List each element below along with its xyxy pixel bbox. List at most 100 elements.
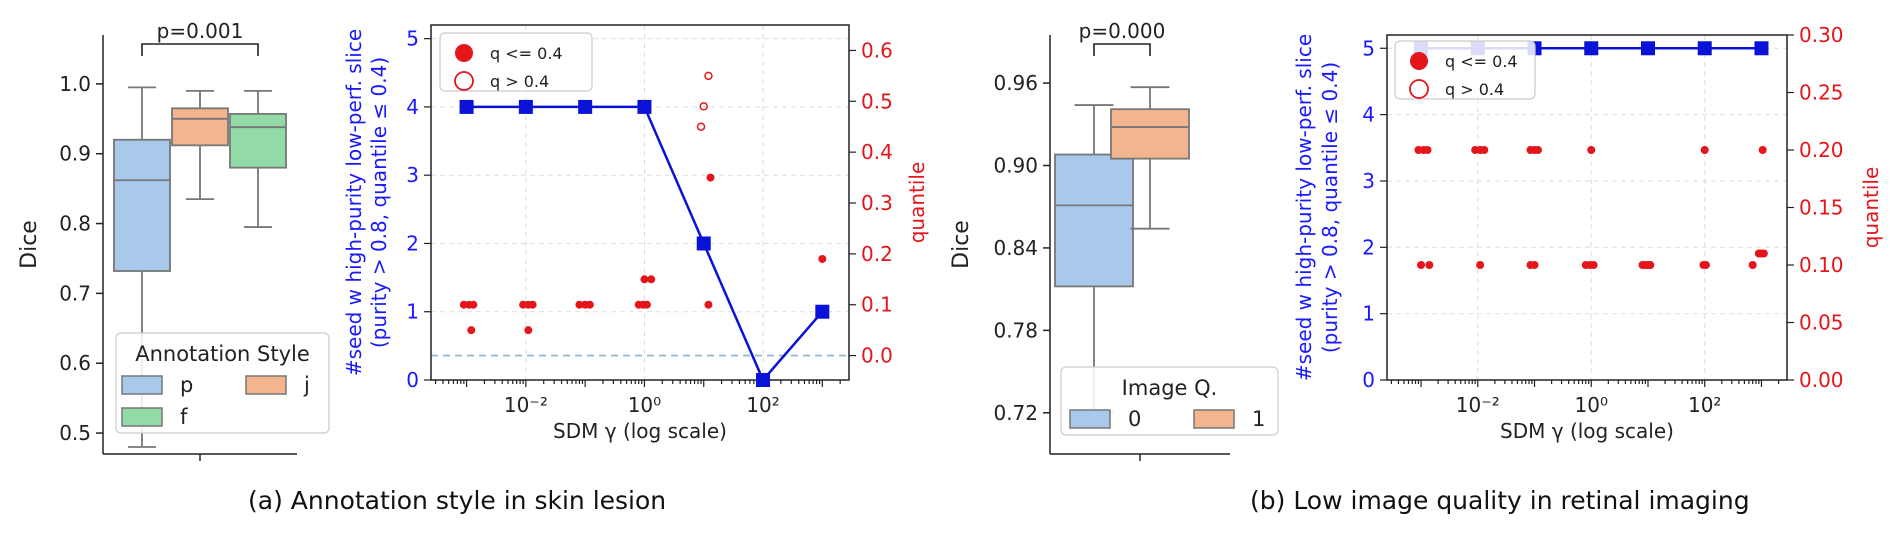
legend-marker-filled xyxy=(455,44,473,62)
quantile-point-filled xyxy=(585,300,594,309)
y2-tick-label: 0.5 xyxy=(861,89,893,113)
caption-b: (b) Low image quality in retinal imaging xyxy=(1250,486,1750,515)
seed-count-marker xyxy=(696,236,711,251)
legend-title: Image Q. xyxy=(1122,376,1218,400)
y-tick-label: 2 xyxy=(406,231,419,255)
y-axis-label-line1: #seed w high-purity low-perf. slice xyxy=(1292,34,1316,381)
p-value-annotation: p=0.000 xyxy=(1079,19,1166,43)
seed-count-marker xyxy=(1584,41,1599,56)
y-axis-label-line1: #seed w high-purity low-perf. slice xyxy=(342,29,366,376)
y-tick-label: 0.84 xyxy=(993,236,1038,260)
significance-bracket xyxy=(141,43,259,56)
quantile-point-filled xyxy=(1533,146,1542,154)
seed-count-marker xyxy=(459,99,474,114)
quantile-point-filled xyxy=(528,300,537,309)
y-tick-label: 1 xyxy=(1362,302,1375,326)
y2-tick-label: 0.1 xyxy=(861,293,893,317)
quantile-point-hollow xyxy=(696,122,706,131)
legend-label-hollow: q > 0.4 xyxy=(1445,80,1504,99)
y-tick-label: 0.72 xyxy=(993,401,1038,425)
x-tick-label: 10² xyxy=(746,393,779,417)
legend-label-filled: q <= 0.4 xyxy=(490,44,563,63)
y-tick-label: 0.5 xyxy=(59,421,91,445)
y-tick-label: 0 xyxy=(406,368,419,392)
x-tick-label: 10⁰ xyxy=(628,393,661,417)
y2-tick-label: 0.25 xyxy=(1799,81,1844,105)
x-axis-label: SDM γ (log scale) xyxy=(553,419,727,443)
legend-title: Annotation Style xyxy=(135,342,310,366)
seed-count-marker xyxy=(1754,41,1769,56)
y2-tick-label: 0.10 xyxy=(1799,253,1844,277)
quantile-point-filled xyxy=(524,326,533,335)
seed-count-marker xyxy=(1640,41,1655,56)
y-tick-label: 1.0 xyxy=(59,72,91,96)
quantile-point-filled xyxy=(1701,261,1710,269)
y-tick-label: 0.9 xyxy=(59,142,91,166)
p-value-annotation: p=0.001 xyxy=(157,19,244,43)
quantile-point-filled xyxy=(1480,146,1489,154)
y-tick-label: 2 xyxy=(1362,235,1375,259)
y2-axis-label: quantile xyxy=(905,162,929,244)
quantile-point-filled xyxy=(1587,146,1596,154)
y-tick-label: 5 xyxy=(1362,36,1375,60)
y2-tick-label: 0.15 xyxy=(1799,196,1844,220)
y2-tick-label: 0.3 xyxy=(861,191,893,215)
legend-swatch-p xyxy=(121,375,163,395)
y2-tick-label: 0.4 xyxy=(861,140,893,164)
quantile-point-filled xyxy=(706,173,715,182)
y-tick-label: 3 xyxy=(406,163,419,187)
box-j xyxy=(171,107,229,147)
y2-axis-label: quantile xyxy=(1859,167,1883,249)
y-axis-label-line2: (purity > 0.8, quantile ≤ 0.4) xyxy=(1318,62,1342,353)
seed-count-marker xyxy=(637,99,652,114)
x-tick-label: 10² xyxy=(1688,393,1721,417)
quantile-point-filled xyxy=(704,300,713,309)
y-tick-label: 0.96 xyxy=(993,71,1038,95)
legend-marker-hollow xyxy=(454,71,474,91)
seed-count-marker xyxy=(578,99,593,114)
y2-tick-label: 0.30 xyxy=(1799,23,1844,47)
legend-marker-filled xyxy=(1410,52,1428,70)
quantile-point-filled xyxy=(642,300,651,309)
y-tick-label: 4 xyxy=(406,95,419,119)
y-tick-label: 3 xyxy=(1362,169,1375,193)
box-1 xyxy=(1110,108,1190,160)
box-0 xyxy=(1054,153,1134,288)
y2-tick-label: 0.0 xyxy=(861,344,893,368)
y2-tick-label: 0.2 xyxy=(861,242,893,266)
y2-tick-label: 0.6 xyxy=(861,38,893,62)
legend-box xyxy=(439,32,593,92)
quantile-point-hollow xyxy=(704,71,713,81)
legend-box xyxy=(1394,40,1536,100)
quantile-point-filled xyxy=(1425,261,1434,269)
box-f xyxy=(229,113,287,169)
y-tick-label: 0.90 xyxy=(993,154,1038,178)
quantile-point-filled xyxy=(647,275,656,284)
y-tick-label: 0.78 xyxy=(993,318,1038,342)
legend-label-1: 1 xyxy=(1252,407,1265,431)
quantile-point-filled xyxy=(469,300,478,309)
legend-label-filled: q <= 0.4 xyxy=(1445,52,1518,71)
panel-b-boxplot: 0.72 0.78 0.84 0.90 0.96 Dice p=0.000 Image Q. 0… xyxy=(949,19,1279,461)
seed-count-marker xyxy=(1697,41,1712,56)
y-tick-label: 0 xyxy=(1362,368,1375,392)
quantile-point-filled xyxy=(1748,261,1757,269)
quantile-point-filled xyxy=(1476,261,1485,269)
quantile-point-filled xyxy=(640,275,649,284)
legend-box xyxy=(115,332,330,434)
y-axis-label: Dice xyxy=(949,220,974,269)
quantile-point-filled xyxy=(1589,261,1598,269)
seed-count-marker xyxy=(815,304,830,319)
quantile-point-filled xyxy=(575,300,584,309)
quantile-point-filled xyxy=(1530,261,1539,269)
quantile-point-filled xyxy=(1646,261,1655,269)
legend-label-0: 0 xyxy=(1128,407,1141,431)
y-tick-label: 0.6 xyxy=(59,351,91,375)
box-p xyxy=(113,138,171,272)
x-tick-label: 10⁻² xyxy=(1456,393,1500,417)
panel-a-seed-plot: 10⁻² 10⁰ 10² SDM γ (log scale) 0 1 2 3 4 5 #seed w… xyxy=(342,24,929,443)
quantile-point-filled xyxy=(1423,146,1432,154)
x-tick-label: 10⁰ xyxy=(1575,393,1608,417)
y-tick-label: 0.8 xyxy=(59,212,91,236)
